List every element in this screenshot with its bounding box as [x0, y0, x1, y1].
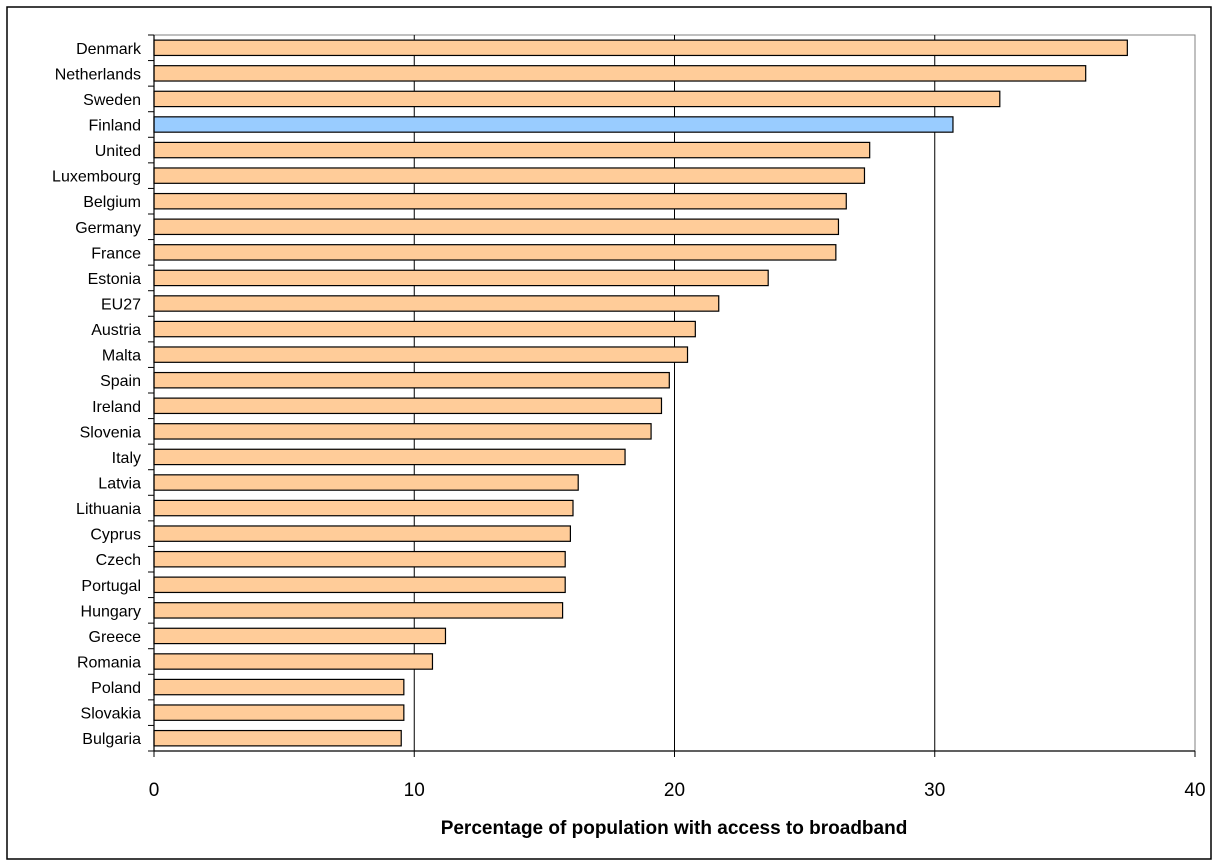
bar-netherlands	[153, 65, 1087, 82]
bar-sweden	[153, 90, 1001, 108]
bar-greece	[153, 627, 447, 645]
bar-luxembourg	[153, 167, 866, 184]
category-label: Slovenia	[80, 424, 141, 441]
category-label: Cyprus	[90, 527, 141, 544]
bar-france	[153, 244, 837, 261]
bar-romania	[153, 653, 434, 670]
bar-finland	[153, 116, 954, 133]
bar-hungary	[153, 602, 564, 619]
bar-bulgaria	[153, 729, 402, 747]
category-label: Hungary	[81, 603, 141, 620]
category-label: Slovakia	[81, 706, 142, 723]
bar-united	[153, 141, 871, 159]
bar-slovenia	[153, 423, 652, 440]
bar-spain	[153, 371, 670, 389]
category-label: Austria	[91, 322, 141, 339]
bar-ireland	[153, 397, 663, 415]
bar-austria	[153, 320, 696, 338]
category-labels: Denmark Netherlands Sweden Finland United Lux…	[52, 41, 142, 748]
category-label: Luxembourg	[52, 169, 141, 186]
bar-malta	[153, 346, 689, 363]
bar-eu27	[153, 295, 720, 312]
bar-belgium	[153, 192, 847, 210]
category-label: United	[95, 143, 141, 160]
x-tick-label: 40	[1184, 780, 1205, 801]
category-label: Lithuania	[76, 501, 141, 518]
category-label: Estonia	[88, 271, 141, 288]
category-label: Latvia	[98, 476, 141, 493]
category-label: Belgium	[83, 194, 141, 211]
bar-germany	[153, 218, 840, 236]
x-tick-label: 20	[664, 780, 685, 801]
bar-lithuania	[153, 499, 574, 517]
bar-poland	[153, 678, 405, 696]
bar-portugal	[153, 576, 566, 594]
category-label: Finland	[89, 118, 141, 135]
category-label: Spain	[100, 373, 141, 390]
category-label: Ireland	[92, 399, 141, 416]
category-label: Romania	[77, 655, 141, 672]
bar-cyprus	[153, 525, 571, 542]
category-label: Poland	[91, 680, 141, 697]
bar-denmark	[153, 39, 1128, 57]
bar-estonia	[153, 269, 769, 287]
bar-latvia	[153, 474, 579, 491]
bars	[153, 39, 1128, 747]
category-label: EU27	[101, 297, 141, 314]
bar-slovakia	[153, 704, 405, 721]
category-label: Czech	[96, 552, 141, 569]
x-tick-label: 0	[149, 780, 160, 801]
category-label: Greece	[89, 629, 142, 646]
category-label: Germany	[75, 220, 141, 237]
bar-italy	[153, 448, 626, 466]
category-label: Bulgaria	[82, 731, 141, 748]
category-label: Denmark	[76, 41, 142, 58]
category-label: Sweden	[83, 92, 141, 109]
bar-czech	[153, 550, 566, 568]
category-label: Portugal	[81, 578, 141, 595]
category-label: France	[91, 245, 141, 262]
x-tick-labels: 0 10 20 30 40	[149, 780, 1206, 801]
category-label: Italy	[112, 450, 141, 467]
x-tick-label: 10	[404, 780, 425, 801]
category-label: Netherlands	[55, 66, 141, 83]
x-tick-label: 30	[924, 780, 945, 801]
category-label: Malta	[102, 348, 141, 365]
x-axis-title: Percentage of population with access to …	[441, 818, 908, 839]
x-axis	[148, 34, 1196, 757]
